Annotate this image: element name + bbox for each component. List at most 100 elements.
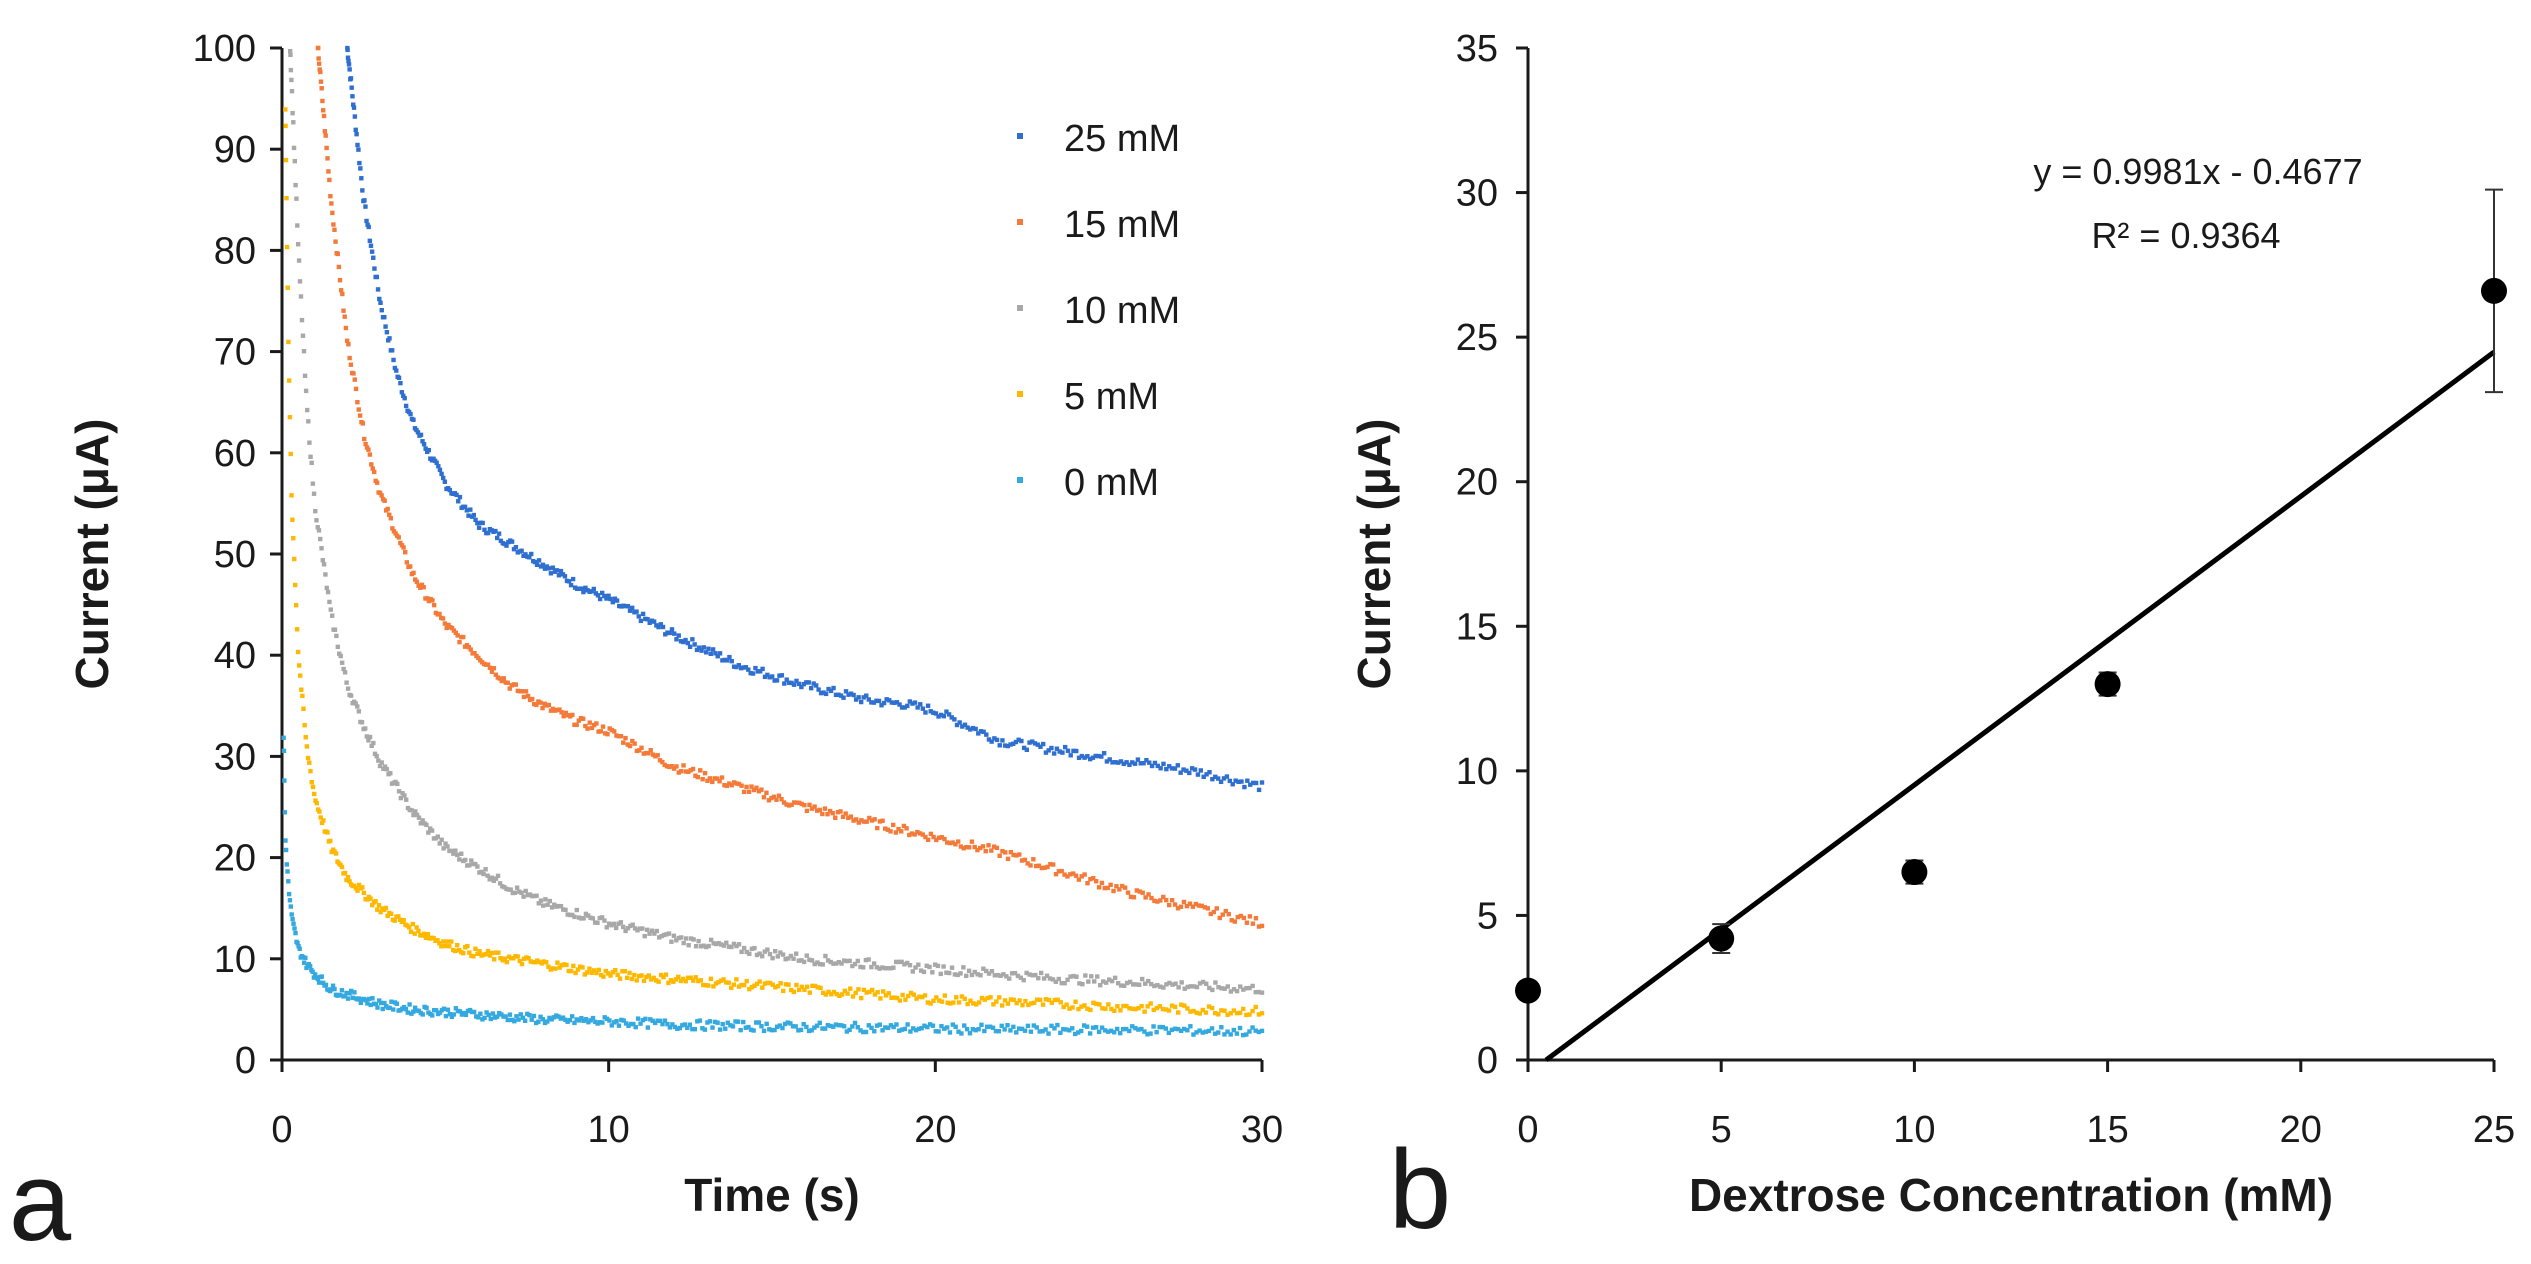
data-point — [521, 894, 526, 899]
data-point — [1209, 1026, 1215, 1031]
data-point — [332, 227, 337, 232]
data-point — [379, 307, 384, 313]
data-point — [864, 990, 869, 995]
data-point — [751, 787, 757, 793]
data-point — [433, 1008, 439, 1013]
data-point — [538, 1014, 543, 1019]
data-point — [722, 782, 727, 788]
data-point — [554, 1013, 559, 1018]
data-point — [1002, 743, 1008, 748]
panel-a-y-tick-label: 70 — [214, 332, 256, 374]
data-point — [421, 442, 427, 447]
data-point — [473, 946, 478, 951]
data-point — [1182, 986, 1187, 991]
data-point — [826, 686, 831, 692]
data-point — [535, 958, 540, 963]
data-point — [418, 821, 424, 826]
data-point — [641, 751, 646, 756]
data-point — [1122, 885, 1128, 890]
data-point — [727, 781, 732, 786]
data-point — [502, 956, 507, 961]
data-point — [401, 545, 406, 550]
data-point — [342, 314, 347, 319]
data-point — [1146, 892, 1151, 897]
data-point — [345, 686, 351, 691]
data-point — [1004, 974, 1009, 979]
data-point — [288, 67, 294, 73]
data-point — [382, 1000, 387, 1006]
data-point — [695, 1019, 700, 1024]
data-point — [355, 399, 360, 405]
data-point — [775, 954, 781, 959]
data-point — [1038, 744, 1043, 749]
data-point — [353, 701, 358, 706]
data-point — [761, 1028, 767, 1034]
data-point — [687, 1022, 693, 1027]
data-point — [1247, 914, 1253, 919]
data-point — [676, 770, 681, 775]
data-point — [311, 491, 317, 496]
data-point — [318, 815, 323, 820]
data-point — [614, 598, 620, 603]
data-point — [1147, 760, 1152, 765]
data-point — [864, 693, 869, 698]
data-point — [710, 779, 715, 785]
data-point — [534, 702, 539, 708]
data-point — [791, 989, 797, 995]
data-point — [603, 968, 609, 974]
data-point — [565, 912, 570, 917]
data-point — [434, 460, 439, 466]
data-point — [988, 995, 993, 1000]
data-point — [1005, 856, 1011, 862]
data-point — [388, 516, 394, 521]
data-point — [536, 1019, 541, 1024]
data-point — [537, 959, 542, 965]
data-point — [1164, 897, 1169, 903]
data-point — [656, 979, 661, 984]
data-point — [471, 512, 477, 518]
data-point — [759, 953, 765, 959]
data-point — [389, 348, 395, 353]
data-point — [955, 839, 961, 844]
data-point — [613, 925, 619, 931]
data-point — [948, 1001, 953, 1006]
data-point — [693, 975, 698, 980]
data-point — [910, 969, 915, 974]
data-point — [644, 974, 649, 980]
data-point — [1085, 754, 1090, 759]
data-point — [431, 935, 436, 941]
data-point — [670, 1022, 675, 1027]
data-point — [1191, 1008, 1196, 1014]
data-point — [437, 1010, 443, 1015]
data-point — [1056, 869, 1062, 874]
data-point — [382, 314, 387, 320]
data-point — [299, 317, 305, 323]
data-point — [1101, 751, 1107, 756]
data-point — [345, 996, 351, 1001]
data-point — [748, 670, 753, 676]
data-point — [874, 698, 879, 704]
data-point — [1024, 970, 1029, 976]
data-point — [1207, 985, 1212, 991]
data-point — [414, 925, 419, 930]
data-point — [1169, 1027, 1175, 1033]
data-point — [389, 999, 394, 1004]
data-point — [370, 466, 375, 471]
data-point — [1109, 978, 1115, 984]
data-point — [707, 776, 713, 781]
data-point — [1176, 1010, 1181, 1015]
data-point — [1228, 1011, 1233, 1016]
data-point — [1127, 979, 1133, 985]
data-point — [1058, 1030, 1063, 1036]
data-point — [1158, 984, 1163, 989]
data-point — [1084, 1024, 1090, 1029]
data-point — [314, 518, 319, 523]
data-point — [1096, 885, 1102, 890]
data-point — [641, 978, 647, 984]
data-point — [1109, 1006, 1114, 1012]
data-point — [703, 944, 709, 950]
data-point — [1068, 753, 1073, 758]
data-point — [1016, 1026, 1022, 1031]
data-point — [449, 625, 455, 631]
data-point — [635, 1016, 641, 1021]
